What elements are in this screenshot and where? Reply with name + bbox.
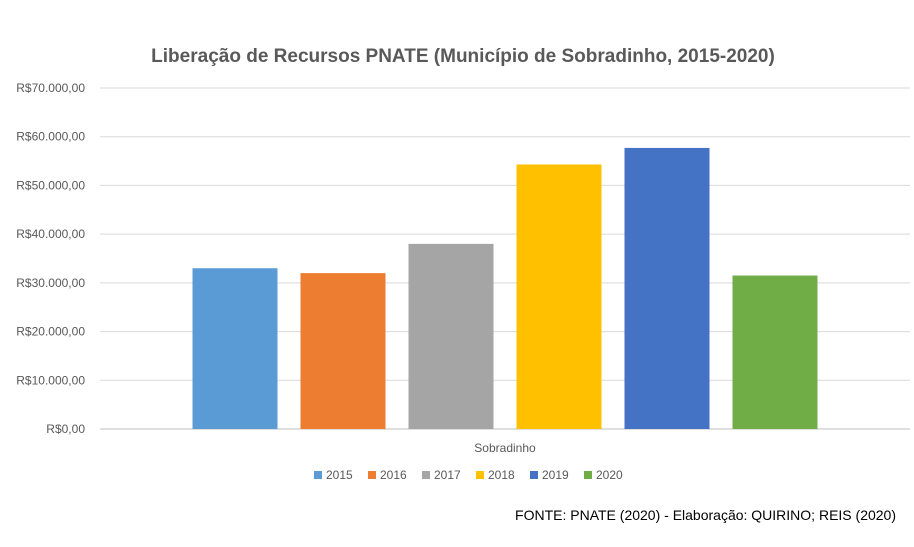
legend-label-2017: 2017 <box>434 468 461 482</box>
legend-label-2020: 2020 <box>596 468 623 482</box>
legend-swatch-2017 <box>422 471 430 479</box>
source-note: FONTE: PNATE (2020) - Elaboração: QUIRIN… <box>515 507 896 523</box>
y-tick-label: R$40.000,00 <box>16 227 85 241</box>
bars <box>192 147 818 429</box>
y-tick-label: R$70.000,00 <box>16 81 85 95</box>
legend-swatch-2019 <box>530 471 538 479</box>
y-tick-label: R$30.000,00 <box>16 276 85 290</box>
legend-label-2018: 2018 <box>488 468 515 482</box>
y-tick-label: R$10.000,00 <box>16 373 85 387</box>
x-axis-categories: Sobradinho <box>474 441 536 455</box>
legend-label-2016: 2016 <box>380 468 407 482</box>
y-tick-label: R$20.000,00 <box>16 325 85 339</box>
y-tick-label: R$50.000,00 <box>16 178 85 192</box>
legend-swatch-2018 <box>476 471 484 479</box>
x-category-label: Sobradinho <box>474 441 536 455</box>
legend-label-2015: 2015 <box>326 468 353 482</box>
y-axis-ticks: R$0,00 R$10.000,00 R$20.000,00 R$30.000,00 R… <box>16 81 85 436</box>
bar-2016 <box>300 273 386 429</box>
y-tick-label: R$60.000,00 <box>16 130 85 144</box>
legend-label-2019: 2019 <box>542 468 569 482</box>
bar-2017 <box>408 243 494 429</box>
legend-swatch-2020 <box>584 471 592 479</box>
legend-swatch-2016 <box>368 471 376 479</box>
bar-2019 <box>624 147 710 429</box>
bar-2020 <box>732 275 818 429</box>
legend-swatch-2015 <box>314 471 322 479</box>
bar-2015 <box>192 268 278 429</box>
bar-2018 <box>516 164 602 429</box>
chart-title: Liberação de Recursos PNATE (Município d… <box>151 46 775 67</box>
y-tick-label: R$0,00 <box>46 422 85 436</box>
legend: 2015 2016 2017 2018 2019 2020 <box>314 468 623 482</box>
